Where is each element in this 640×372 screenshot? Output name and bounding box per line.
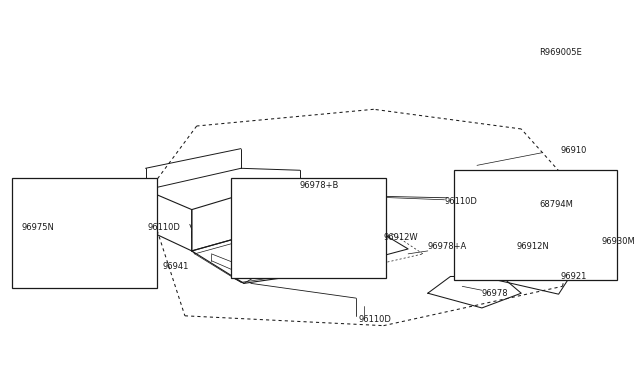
- Text: 96921: 96921: [561, 272, 587, 281]
- Text: 96910: 96910: [561, 146, 587, 155]
- Bar: [231, 178, 387, 279]
- Text: 96975N: 96975N: [22, 223, 54, 232]
- Text: 96110D: 96110D: [359, 315, 392, 324]
- Bar: [454, 170, 616, 280]
- Text: 68794M: 68794M: [539, 200, 573, 209]
- Text: 96978: 96978: [482, 289, 509, 298]
- Text: 96110D: 96110D: [445, 197, 477, 206]
- Text: 96978+A: 96978+A: [428, 243, 467, 251]
- Text: 96110D: 96110D: [147, 223, 180, 232]
- Text: 96941: 96941: [163, 262, 189, 271]
- Text: R969005E: R969005E: [539, 48, 582, 57]
- Text: 96930M: 96930M: [602, 237, 636, 246]
- Text: 96912N: 96912N: [516, 243, 549, 251]
- Text: 96978+B: 96978+B: [300, 180, 339, 189]
- Bar: [12, 178, 157, 288]
- Text: 96912W: 96912W: [383, 232, 418, 242]
